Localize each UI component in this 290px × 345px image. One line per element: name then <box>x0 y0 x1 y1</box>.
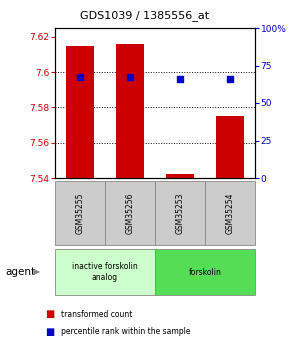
Point <box>228 76 232 82</box>
Point <box>78 75 82 80</box>
Bar <box>166 175 194 178</box>
Text: forskolin: forskolin <box>188 267 222 276</box>
Bar <box>66 46 94 178</box>
Text: transformed count: transformed count <box>61 310 132 319</box>
Text: GSM35254: GSM35254 <box>226 193 235 234</box>
Text: GSM35255: GSM35255 <box>75 193 84 234</box>
Text: GSM35253: GSM35253 <box>175 193 184 234</box>
Text: agent: agent <box>6 267 36 277</box>
Bar <box>216 116 244 178</box>
Text: ■: ■ <box>45 309 54 319</box>
Text: inactive forskolin
analog: inactive forskolin analog <box>72 262 138 282</box>
Text: GDS1039 / 1385556_at: GDS1039 / 1385556_at <box>80 10 210 21</box>
Point <box>128 75 132 80</box>
Text: ■: ■ <box>45 326 54 336</box>
Text: percentile rank within the sample: percentile rank within the sample <box>61 327 191 336</box>
Bar <box>116 44 144 178</box>
Point <box>178 76 182 82</box>
Text: GSM35256: GSM35256 <box>126 193 135 234</box>
